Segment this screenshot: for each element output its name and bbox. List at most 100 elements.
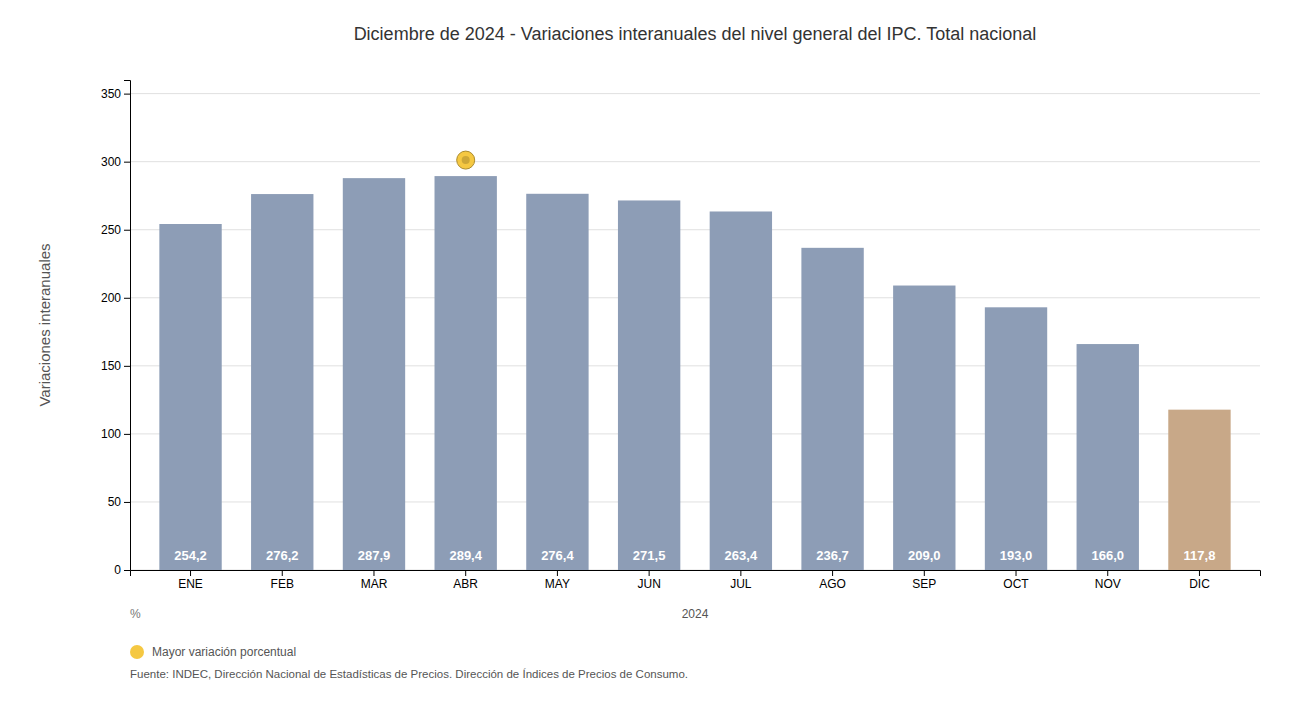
tick-label: 100 (101, 427, 121, 441)
bar (1168, 410, 1230, 570)
grid (130, 94, 1260, 570)
y-axis: 0 50 100 150 200 250 300 350 (101, 81, 131, 578)
tick-label: 300 (101, 155, 121, 169)
bar (710, 211, 772, 570)
tick: 150 (101, 359, 130, 373)
tick: SEP (912, 570, 936, 591)
tick: JUN (637, 570, 660, 591)
data-label: 209,0 (908, 548, 941, 563)
tick-mark (190, 570, 191, 576)
data-label: 254,2 (174, 548, 207, 563)
tick: DIC (1189, 570, 1210, 591)
bar (1077, 344, 1139, 570)
bar (435, 176, 497, 570)
y-label: Variaciones interanuales (36, 243, 53, 406)
bar (985, 307, 1047, 570)
tick-label: 250 (101, 223, 121, 237)
tick-mark (124, 366, 130, 367)
tick-mark (373, 570, 374, 576)
marker-inner (462, 156, 470, 164)
tick: 100 (101, 427, 130, 441)
tick-label: 350 (101, 87, 121, 101)
unit-label: % (130, 607, 141, 621)
legend-marker (130, 645, 144, 659)
tick-label: JUL (730, 577, 752, 591)
highlight-marker (457, 151, 475, 169)
tick-mark (124, 94, 130, 95)
grid-line (130, 161, 1260, 162)
data-label: 287,9 (358, 548, 391, 563)
tick: 200 (101, 291, 130, 305)
axis-line (131, 571, 1261, 577)
data-label: 289,4 (449, 548, 482, 563)
tick-mark (465, 570, 466, 576)
tick-mark (740, 570, 741, 576)
tick-label: 50 (108, 495, 122, 509)
data-label: 236,7 (816, 548, 849, 563)
grid-line (130, 93, 1260, 94)
x-label: 2024 (682, 607, 709, 621)
tick-label: ENE (178, 577, 203, 591)
data-label: 117,8 (1184, 548, 1216, 563)
data-label: 276,4 (541, 548, 574, 563)
tick: MAR (361, 570, 388, 591)
tick: 350 (101, 87, 130, 101)
tick-label: 0 (114, 563, 121, 577)
tick-label: MAR (361, 577, 388, 591)
tick-mark (124, 434, 130, 435)
tick-label: NOV (1095, 577, 1121, 591)
tick-label: FEB (271, 577, 294, 591)
tick-label: AGO (819, 577, 846, 591)
tick-label: 150 (101, 359, 121, 373)
tick: NOV (1095, 570, 1121, 591)
bars (159, 176, 1230, 570)
marker-outer (457, 151, 475, 169)
tick: 250 (101, 223, 130, 237)
data-label: 276,2 (266, 548, 299, 563)
source-note: Fuente: INDEC, Dirección Nacional de Est… (130, 668, 688, 680)
data-label: 263,4 (725, 548, 758, 563)
tick-label: JUN (637, 577, 660, 591)
bar (801, 248, 863, 570)
tick-mark (1199, 570, 1200, 576)
bar (618, 200, 680, 570)
chart: Diciembre de 2024 - Variaciones interanu… (0, 0, 1300, 720)
tick: JUL (730, 570, 752, 591)
data-label: 271,5 (633, 548, 666, 563)
tick-mark (124, 230, 130, 231)
tick-mark (924, 570, 925, 576)
tick-label: DIC (1189, 577, 1210, 591)
tick-mark (124, 502, 130, 503)
bar (526, 194, 588, 570)
data-label: 166,0 (1091, 548, 1124, 563)
tick-mark (832, 570, 833, 576)
tick-mark (124, 162, 130, 163)
bar (159, 224, 221, 570)
tick: OCT (1003, 570, 1029, 591)
tick-mark (557, 570, 558, 576)
legend: Mayor variación porcentual (130, 645, 296, 659)
tick-mark (124, 298, 130, 299)
tick: 50 (108, 495, 130, 509)
tick-mark (124, 570, 130, 571)
data-label: 193,0 (1000, 548, 1033, 563)
tick: 300 (101, 155, 130, 169)
tick: ABR (453, 570, 478, 591)
title: Diciembre de 2024 - Variaciones interanu… (354, 24, 1037, 44)
tick: 0 (114, 563, 130, 577)
x-axis: ENE FEB MAR ABR MAY JUN JUL AGO SEP OCT NOV DIC (131, 570, 1261, 591)
bar (343, 178, 405, 570)
data-labels: 254,2 276,2 287,9 289,4 276,4 271,5 263,4 236,7… (174, 548, 1215, 563)
tick: FEB (271, 570, 294, 591)
tick-mark (282, 570, 283, 576)
tick-mark (1016, 570, 1017, 576)
tick-mark (649, 570, 650, 576)
plot: 0 50 100 150 200 250 300 350 ENE FEB MAR ABR MAY JUN J… (101, 81, 1261, 681)
axis-line (124, 81, 131, 571)
tick-mark (1107, 570, 1108, 576)
tick-label: 200 (101, 291, 121, 305)
bar (893, 286, 955, 570)
tick-label: OCT (1003, 577, 1029, 591)
tick: MAY (545, 570, 570, 591)
bar (251, 194, 313, 570)
